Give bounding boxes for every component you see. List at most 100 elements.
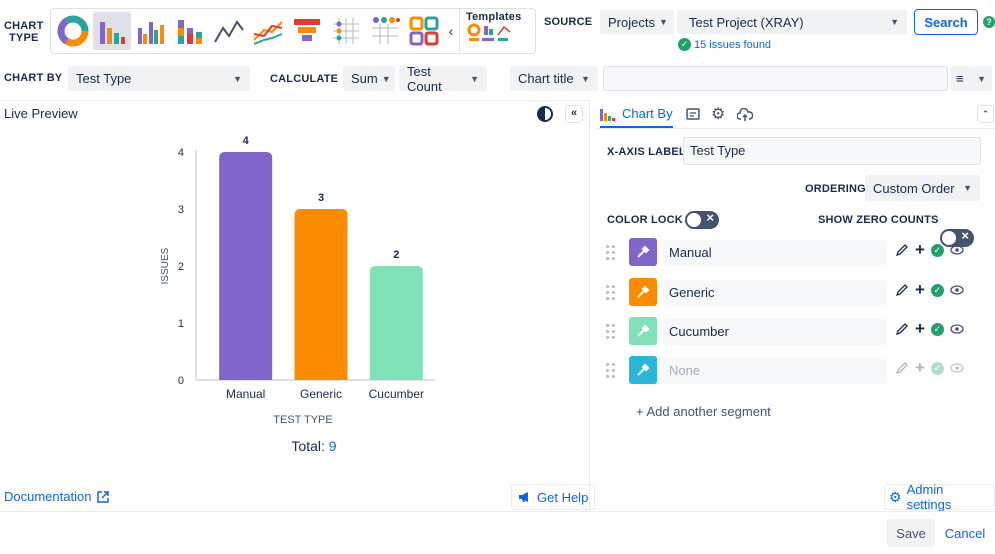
issues-found-status: ✓ 15 issues found (678, 38, 771, 51)
funnel-chart-icon[interactable] (288, 12, 326, 50)
tab-legend-icon[interactable] (686, 108, 700, 125)
templates-section[interactable]: Templates (459, 9, 527, 53)
help-icon[interactable]: ? (983, 16, 995, 28)
check-circle-icon: ✓ (678, 38, 691, 51)
ordering-select[interactable]: Custom Order ▼ (865, 175, 980, 201)
show-zero-label: SHOW ZERO COUNTS (818, 214, 939, 226)
calc-function-select[interactable]: Sum ▼ (343, 66, 395, 91)
eye-icon[interactable] (950, 324, 964, 334)
color-picker-button[interactable] (629, 278, 657, 306)
chevron-down-icon: ▼ (963, 183, 972, 193)
chevron-down-icon: ▼ (890, 17, 899, 27)
xaxis-label-input[interactable]: Test Type (683, 137, 981, 165)
segment-name-input[interactable]: Manual (663, 240, 887, 266)
eye-icon[interactable] (950, 285, 964, 295)
chart-title-label: Chart title (518, 71, 574, 86)
segment-name-input[interactable]: Generic (663, 280, 887, 306)
eyedropper-icon (637, 245, 650, 258)
segment-name-input[interactable]: Cucumber (663, 319, 887, 345)
show-zero-toggle[interactable] (940, 228, 974, 247)
bar-chart-icon[interactable] (93, 12, 131, 50)
documentation-link[interactable]: Documentation (4, 489, 110, 504)
plus-icon[interactable]: + (915, 280, 925, 299)
drag-handle-icon[interactable] (605, 284, 617, 300)
bar (369, 266, 423, 380)
visible-check-icon[interactable]: ✓ (930, 243, 944, 257)
chevron-down-icon: ▼ (977, 73, 986, 84)
admin-settings-text: Admin settings (906, 482, 952, 512)
bar-chart-icon (600, 108, 615, 121)
pencil-icon[interactable] (895, 243, 909, 257)
pencil-icon[interactable] (895, 283, 909, 297)
get-help-button[interactable]: Get Help (511, 484, 596, 510)
collapse-left-icon[interactable]: « (565, 105, 583, 123)
color-picker-button[interactable] (629, 356, 657, 384)
cancel-button[interactable]: Cancel (944, 525, 986, 541)
calc-field-select[interactable]: Test Count ▼ (399, 63, 487, 94)
pencil-icon[interactable] (895, 322, 909, 336)
xaxis-label-label: X-AXIS LABEL (607, 146, 686, 158)
total-count: Total: 9 (0, 438, 628, 454)
issues-found-text[interactable]: 15 issues found (694, 38, 772, 51)
ordering-label: ORDERING (805, 183, 866, 195)
visible-check-icon[interactable]: ✓ (930, 361, 944, 375)
line-chart-icon[interactable] (210, 12, 248, 50)
templates-prev-icon[interactable]: ‹ (448, 23, 454, 39)
save-button[interactable]: Save (887, 519, 935, 547)
source-scope-select[interactable]: Projects ▼ (600, 10, 674, 34)
drag-handle-icon[interactable] (605, 323, 617, 339)
segment-row: None + ✓ (605, 354, 985, 386)
eyedropper-icon (637, 324, 650, 337)
segment-name-input[interactable]: None (663, 358, 887, 384)
tiles-chart-icon[interactable] (405, 12, 443, 50)
admin-settings-button[interactable]: ⚙ Admin settings (884, 482, 995, 512)
plus-icon[interactable]: + (915, 319, 925, 338)
dot-matrix-icon[interactable] (327, 12, 365, 50)
eye-icon[interactable] (950, 245, 964, 255)
chart-title-select[interactable]: Chart title ▼ (510, 66, 598, 91)
tab-settings-gear-icon[interactable]: ⚙ (711, 106, 726, 123)
eye-icon[interactable] (950, 363, 964, 373)
donut-chart-icon[interactable] (54, 12, 92, 50)
chart-by-label: CHART BY (4, 72, 63, 84)
external-link-icon (97, 490, 110, 503)
color-picker-button[interactable] (629, 317, 657, 345)
calc-field-value: Test Count (407, 63, 442, 94)
visible-check-icon[interactable]: ✓ (930, 283, 944, 297)
plus-icon[interactable]: + (915, 358, 925, 377)
data-label: 2 (393, 249, 399, 261)
plus-icon[interactable]: + (915, 240, 925, 259)
tab-chart-by[interactable]: Chart By (600, 106, 673, 128)
segment-row: Generic + ✓ (605, 276, 985, 308)
bubble-grid-icon[interactable] (366, 12, 404, 50)
calculate-label: CALCULATE (270, 73, 339, 85)
multi-line-chart-icon[interactable] (249, 12, 287, 50)
visible-check-icon[interactable]: ✓ (930, 322, 944, 336)
source-label: SOURCE (544, 16, 593, 28)
grouped-bar-chart-icon[interactable] (132, 12, 170, 50)
color-picker-button[interactable] (629, 238, 657, 266)
color-lock-label: COLOR LOCK (607, 214, 683, 226)
y-tick-label: 2 (178, 261, 184, 273)
drag-handle-icon[interactable] (605, 244, 617, 260)
x-tick-label: Manual (226, 387, 265, 401)
pencil-icon[interactable] (895, 361, 909, 375)
chart-title-input[interactable] (603, 66, 948, 91)
source-project-select[interactable]: Test Project (XRAY) ▼ (677, 10, 907, 34)
title-align-select[interactable]: ≡ ▼ (950, 66, 992, 91)
panel-divider (596, 128, 995, 129)
documentation-text: Documentation (4, 489, 92, 504)
search-button[interactable]: Search (914, 9, 978, 35)
stacked-bar-chart-icon[interactable] (171, 12, 209, 50)
chevron-down-icon: ▼ (658, 17, 668, 27)
add-segment-button[interactable]: + Add another segment (636, 404, 771, 419)
theme-toggle-icon[interactable] (536, 105, 554, 126)
bar (294, 209, 348, 380)
eyedropper-icon (637, 363, 650, 376)
chevron-down-icon: ▼ (381, 73, 391, 84)
chart-by-select[interactable]: Test Type ▼ (68, 66, 250, 91)
collapse-panel-icon[interactable]: ⌃ (977, 105, 994, 123)
color-lock-toggle[interactable] (685, 210, 719, 229)
tab-export-cloud-icon[interactable] (736, 107, 754, 125)
drag-handle-icon[interactable] (605, 362, 617, 378)
